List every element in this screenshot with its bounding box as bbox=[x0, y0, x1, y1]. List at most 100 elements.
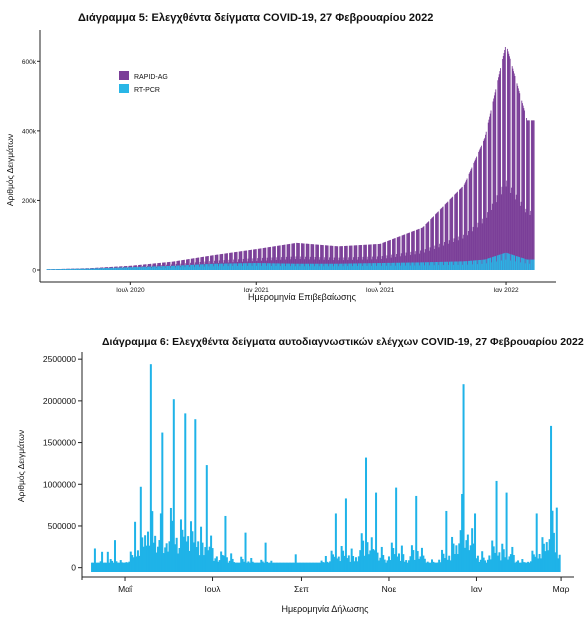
chart2-bar bbox=[456, 554, 459, 572]
chart2-bar bbox=[540, 558, 543, 572]
chart2-bar bbox=[214, 558, 217, 572]
chart2-bar bbox=[353, 561, 356, 572]
chart2-bar bbox=[235, 562, 238, 572]
chart2-bar bbox=[479, 559, 482, 572]
chart2-bar bbox=[356, 561, 359, 572]
chart2-bar bbox=[498, 552, 501, 572]
chart2-bar bbox=[218, 560, 221, 572]
chart2-bar bbox=[103, 562, 106, 572]
chart2-bar bbox=[383, 559, 386, 572]
chart2-bar bbox=[132, 557, 135, 572]
chart2-bar bbox=[445, 510, 448, 572]
chart2-bar bbox=[346, 558, 349, 572]
chart2-y-tick-label: 0 bbox=[71, 563, 76, 573]
chart2-x-tick-label: Νοε bbox=[382, 584, 397, 594]
chart2-bar bbox=[430, 559, 433, 572]
chart2-bar bbox=[321, 562, 324, 572]
chart2-bar bbox=[181, 529, 184, 572]
chart2-bar bbox=[314, 562, 317, 572]
chart2-bar bbox=[185, 541, 188, 572]
chart2-bar bbox=[413, 559, 416, 572]
chart2-bar bbox=[254, 562, 257, 572]
chart2-x-tick-label: Ιαν bbox=[471, 584, 483, 594]
chart2-bar bbox=[428, 562, 431, 572]
chart2-bar bbox=[178, 547, 181, 572]
chart2-bar bbox=[190, 521, 193, 572]
chart2-bar bbox=[125, 562, 128, 572]
chart2-bar bbox=[194, 419, 197, 572]
chart2-bar bbox=[253, 562, 256, 572]
chart1-x-axis-label: Ημερομηνία Επιβεβαίωσης bbox=[248, 292, 357, 302]
chart2-bar bbox=[528, 562, 531, 572]
chart2-bar bbox=[392, 548, 395, 572]
chart2-bar bbox=[486, 559, 489, 572]
chart2-bar bbox=[369, 550, 372, 572]
chart2-bar bbox=[230, 553, 233, 572]
chart2-bar bbox=[389, 560, 392, 572]
chart2-bar bbox=[554, 552, 557, 572]
chart2-bar bbox=[323, 562, 326, 572]
chart2-bar bbox=[211, 548, 214, 572]
chart2-bar bbox=[481, 551, 484, 572]
chart2-bar bbox=[179, 519, 182, 572]
chart1-y-tick-label: 200k bbox=[22, 198, 37, 205]
chart2-bar bbox=[511, 546, 514, 572]
chart2-bar bbox=[165, 543, 168, 572]
chart2-bar bbox=[499, 560, 502, 572]
chart2-bar bbox=[182, 536, 185, 572]
chart2-bar bbox=[96, 562, 99, 572]
chart2-bar bbox=[463, 547, 466, 572]
chart2-bar bbox=[106, 551, 109, 572]
chart2-bar bbox=[558, 554, 561, 572]
chart2-bar bbox=[157, 546, 160, 572]
chart1-title: Διάγραμμα 5: Ελεγχθέντα δείγματα COVID-1… bbox=[78, 12, 434, 24]
chart2-bar bbox=[313, 562, 316, 572]
chart2-bar bbox=[241, 559, 244, 572]
chart2-bar bbox=[273, 562, 276, 572]
chart1-plot: 0 200k 400k 600k Ιουλ 2020 Ιαν 2021 Ιουλ 2021… bbox=[5, 30, 556, 302]
chart2-bar bbox=[215, 556, 218, 572]
chart2-bar bbox=[387, 556, 390, 572]
chart2-bar bbox=[301, 562, 304, 572]
chart2-bar bbox=[496, 555, 499, 572]
chart2-bar bbox=[297, 562, 300, 572]
chart2-bar bbox=[128, 561, 131, 572]
chart2-bar bbox=[512, 555, 515, 572]
chart2-bar bbox=[223, 555, 226, 572]
chart2-bar bbox=[354, 557, 357, 572]
chart2-bars-group bbox=[91, 364, 561, 572]
chart2-y-tick-label: 2500000 bbox=[43, 354, 76, 364]
chart2-bar bbox=[300, 562, 303, 572]
chart2-bar bbox=[555, 507, 558, 572]
chart2-bar bbox=[118, 562, 121, 572]
chart1-x-ticks: Ιουλ 2020 Ιαν 2021 Ιουλ 2021 Ιαν 2022 bbox=[116, 282, 519, 294]
chart2-bar bbox=[363, 555, 366, 572]
chart2-bar bbox=[446, 559, 449, 572]
chart2-bar bbox=[476, 555, 479, 572]
chart2-bar bbox=[518, 562, 521, 572]
chart2-bar bbox=[406, 562, 409, 572]
chart2-bar bbox=[221, 554, 224, 572]
chart2-bar bbox=[122, 562, 125, 572]
chart2-bar bbox=[113, 540, 116, 572]
chart2-bar bbox=[287, 562, 290, 572]
chart2-bar bbox=[324, 555, 327, 572]
chart2-bar bbox=[258, 562, 261, 572]
chart2-bar bbox=[149, 364, 152, 572]
chart2-bar bbox=[278, 562, 281, 572]
chart2-bar bbox=[217, 561, 220, 572]
chart1-y-ticks: 0 200k 400k 600k bbox=[22, 59, 40, 275]
chart2-bar bbox=[197, 541, 200, 572]
chart2-bar bbox=[316, 562, 319, 572]
chart2-bar bbox=[455, 545, 458, 572]
chart2-bar bbox=[266, 561, 269, 572]
chart2-bar bbox=[105, 562, 108, 572]
chart2-bar bbox=[136, 550, 139, 572]
chart2-bar bbox=[489, 559, 492, 572]
chart2-bar bbox=[184, 413, 187, 572]
chart2-bar bbox=[152, 542, 155, 572]
chart2-bar bbox=[474, 513, 477, 572]
chart2-bar bbox=[542, 543, 545, 572]
chart2-bar bbox=[349, 561, 352, 572]
chart2-bar bbox=[514, 562, 517, 572]
